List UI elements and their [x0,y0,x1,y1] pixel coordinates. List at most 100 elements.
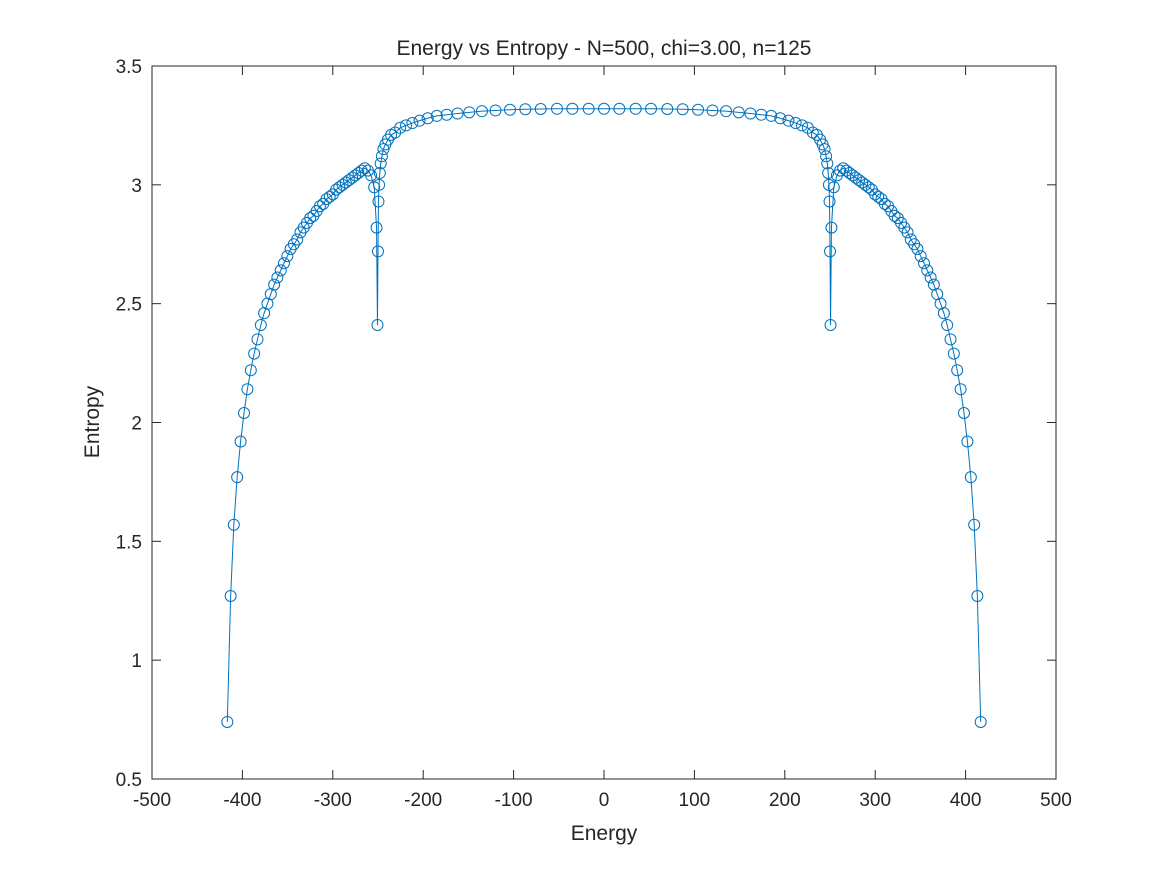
x-tick-label: 200 [769,790,801,811]
data-point-marker [323,190,336,203]
data-point-marker [859,178,872,191]
y-axis-label: Entropy [81,385,104,458]
data-point-marker [974,715,987,728]
data-point-marker [918,257,931,270]
data-point-marker [951,364,964,377]
data-point-marker [872,190,885,203]
data-point-marker [304,212,317,225]
x-axis-label: Energy [571,822,638,845]
data-point-marker [238,406,251,419]
data-point-marker [937,307,950,320]
data-point-marker [373,178,386,191]
y-tick-label: 1.5 [116,532,142,553]
data-point-marker [825,221,838,234]
x-tick-label: 500 [1040,790,1072,811]
data-point-marker [924,271,937,284]
data-point-marker [888,209,901,222]
data-point-marker [372,245,384,258]
data-point-marker [774,112,787,125]
data-point-marker [964,471,977,484]
data-point-marker [375,150,388,163]
data-point-marker [954,383,967,396]
data-point-marker [374,157,387,170]
data-point-marker [254,319,267,332]
data-point-marker [370,221,383,234]
data-point-marker [313,200,326,213]
data-point-marker [291,233,304,246]
data-point-marker [224,590,237,602]
data-point-marker [645,102,658,115]
data-point-marker [371,319,384,332]
data-point-marker [765,109,778,122]
data-point-marker [971,590,984,602]
data-point-marker [692,103,705,116]
data-point-marker [372,195,385,208]
data-point-marker [878,197,891,210]
data-point-marker [451,107,464,120]
data-point-marker [406,117,419,130]
data-point-marker [421,112,434,125]
data-point-marker [582,102,595,115]
data-point-marker [822,166,835,179]
data-point-marker [281,250,294,263]
data-point-marker [846,169,859,182]
x-tick-label: -300 [314,790,352,811]
data-point-marker [862,181,875,194]
data-point-marker [821,157,834,170]
data-point-marker [834,164,847,177]
x-tick-label: -100 [495,790,533,811]
data-point-marker [823,195,836,208]
data-point-marker [251,333,264,346]
data-point-marker [268,278,281,291]
data-point-marker [244,364,257,377]
data-point-marker [782,114,795,127]
data-point-marker [503,103,516,116]
x-tick-label: 0 [599,790,610,811]
data-point-marker [947,347,960,360]
data-point-marker [221,715,234,728]
data-point-marker [519,103,532,116]
data-point-marker [732,106,745,119]
data-point-marker [365,169,378,182]
data-point-marker [333,181,346,194]
x-tick-label: 400 [950,790,982,811]
data-point-marker [676,103,689,116]
data-point-marker [901,226,914,239]
data-point-marker [818,143,831,156]
data-point-marker [957,406,970,419]
y-tick-label: 3 [131,176,142,197]
data-point-marker [234,435,247,448]
axis-ticks [151,65,1057,780]
x-tick-label: -200 [404,790,442,811]
data-point-marker [400,119,413,132]
data-point-marker [853,174,866,187]
data-point-marker [755,108,768,121]
data-point-marker [914,250,927,263]
data-point-marker [921,264,934,277]
data-point-marker [911,243,924,255]
data-point-marker [550,102,563,115]
data-point-marker [840,164,853,177]
x-tick-label: -400 [223,790,261,811]
data-point-marker [827,181,840,194]
data-point-marker [489,104,502,117]
data-point-marker [271,271,284,284]
data-point-marker [277,257,290,270]
data-point-marker [339,176,352,189]
data-point-marker [342,174,355,187]
data-point-marker [824,245,836,258]
y-tick-label: 1 [131,651,142,672]
data-point-marker [463,106,476,119]
y-tick-label: 3.5 [116,57,142,78]
x-tick-label: 300 [859,790,891,811]
data-point-marker [824,319,837,332]
data-point-marker [320,193,333,206]
data-point-marker [231,471,244,484]
data-point-marker [349,169,362,182]
data-point-marker [346,171,359,184]
data-point-marker [706,104,719,117]
tick-labels: -500 -400 -300 -200 -100 0 100 200 300 400 500 0.5 1… [116,57,1072,811]
data-point-marker [661,103,674,116]
data-point-marker [373,166,386,179]
data-point-marker [968,518,981,531]
